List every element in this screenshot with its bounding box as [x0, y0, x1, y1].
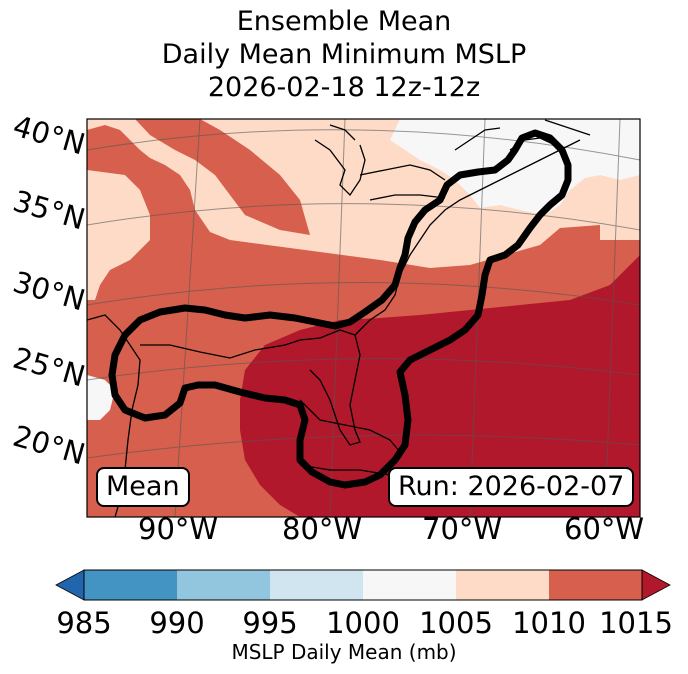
title-line-1: Ensemble Mean [236, 6, 452, 37]
colorbar-segment-1005-1010 [456, 570, 549, 600]
colorbar-tick-985: 985 [56, 606, 112, 640]
field-1000-1005-ne [390, 119, 640, 215]
colorbar-segment-1000-1005 [363, 570, 456, 600]
colorbar-segment-1010-1015 [549, 570, 642, 600]
colorbar-under-triangle [55, 569, 85, 601]
colorbar-label: MSLP Daily Mean (mb) [231, 640, 457, 664]
run-date-box: Run: 2026-02-07 [388, 467, 635, 507]
lon-label-70w: 70°W [422, 512, 503, 546]
field-1005-1010-west [87, 170, 150, 300]
colorbar-tick-1000: 1000 [326, 606, 400, 640]
colorbar-segment-995-1000 [270, 570, 363, 600]
colorbar-over-triangle [641, 569, 671, 601]
colorbar-tick-1010: 1010 [512, 606, 586, 640]
colorbar-tick-990: 990 [149, 606, 205, 640]
mean-box: Mean [96, 467, 190, 507]
graticule [87, 119, 640, 517]
lon-label-90w: 90°W [138, 512, 219, 546]
map-frame [86, 118, 641, 518]
colorbar-tick-1015: 1015 [599, 606, 673, 640]
title-line-2: Daily Mean Minimum MSLP [161, 39, 527, 70]
mslp-contour [108, 129, 572, 489]
field-1000-1005-west [87, 375, 115, 420]
colorbar-segment-985-990 [84, 570, 177, 600]
lon-label-60w: 60°W [564, 512, 645, 546]
colorbar-tick-1005: 1005 [419, 606, 493, 640]
field-above-1015 [240, 255, 640, 517]
lon-label-80w: 80°W [282, 512, 363, 546]
colorbar-tick-995: 995 [242, 606, 298, 640]
colorbar-segment-990-995 [177, 570, 270, 600]
title-line-3: 2026-02-18 12z-12z [207, 72, 481, 103]
